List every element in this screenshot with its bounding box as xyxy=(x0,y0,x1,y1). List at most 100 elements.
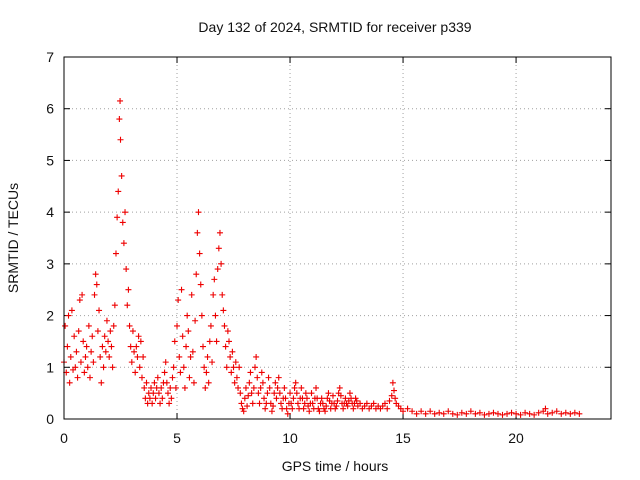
data-point xyxy=(157,400,164,407)
data-point xyxy=(107,328,114,335)
data-point xyxy=(553,408,560,415)
data-point xyxy=(123,266,130,273)
data-point xyxy=(241,395,248,402)
data-point xyxy=(94,328,101,335)
data-point xyxy=(334,397,341,404)
data-point xyxy=(427,408,434,415)
data-point xyxy=(544,410,551,417)
data-point xyxy=(154,374,161,381)
data-point xyxy=(172,384,179,391)
data-point xyxy=(522,409,529,416)
data-point xyxy=(103,317,110,324)
chart-title: Day 132 of 2024, SRMTID for receiver p33… xyxy=(198,19,471,35)
data-point xyxy=(201,364,208,371)
data-point xyxy=(118,172,125,179)
data-point xyxy=(265,374,272,381)
data-point xyxy=(526,410,533,417)
data-point xyxy=(344,403,351,410)
data-point xyxy=(306,408,313,415)
data-point xyxy=(436,409,443,416)
data-point xyxy=(102,348,109,355)
data-point xyxy=(133,343,140,350)
data-point xyxy=(333,403,340,410)
data-point xyxy=(198,312,205,319)
data-point xyxy=(309,400,316,407)
data-point xyxy=(244,403,251,410)
data-point xyxy=(325,390,332,397)
data-point xyxy=(179,333,186,340)
data-point xyxy=(245,392,252,399)
data-point xyxy=(122,209,129,216)
data-point xyxy=(105,338,112,345)
data-point xyxy=(143,379,150,386)
data-point xyxy=(227,353,234,360)
data-point xyxy=(254,374,261,381)
data-point xyxy=(188,291,195,298)
data-point xyxy=(391,387,398,394)
data-point xyxy=(231,379,238,386)
data-point xyxy=(467,408,474,415)
data-point xyxy=(249,400,256,407)
data-point xyxy=(96,307,103,314)
data-point xyxy=(293,390,300,397)
data-point xyxy=(71,333,78,340)
data-point xyxy=(128,359,135,366)
data-point xyxy=(229,348,236,355)
x-tick-label: 0 xyxy=(60,430,68,446)
data-point xyxy=(216,229,223,236)
y-tick-label: 0 xyxy=(46,411,54,427)
data-point xyxy=(137,338,144,345)
data-point xyxy=(275,374,282,381)
data-point xyxy=(76,297,83,304)
data-point xyxy=(277,400,284,407)
data-point xyxy=(62,322,69,329)
data-point xyxy=(276,390,283,397)
data-point xyxy=(384,405,391,412)
data-point xyxy=(138,374,145,381)
data-point xyxy=(485,410,492,417)
data-point xyxy=(110,322,117,329)
data-point xyxy=(228,369,235,376)
data-point xyxy=(132,369,139,376)
data-point xyxy=(119,219,126,226)
y-tick-label: 1 xyxy=(46,359,54,375)
data-point xyxy=(68,307,75,314)
data-point xyxy=(531,411,538,418)
data-point xyxy=(99,343,106,350)
data-point xyxy=(476,409,483,416)
data-point xyxy=(303,395,310,402)
data-point xyxy=(567,410,574,417)
data-point xyxy=(204,353,211,360)
data-point xyxy=(255,390,262,397)
data-point xyxy=(82,353,89,360)
data-point xyxy=(463,410,470,417)
data-point xyxy=(177,369,184,376)
y-tick-label: 4 xyxy=(46,204,54,220)
data-point xyxy=(222,343,229,350)
data-point xyxy=(342,395,349,402)
data-point xyxy=(273,395,280,402)
data-point xyxy=(250,384,257,391)
data-point xyxy=(318,395,325,402)
data-point xyxy=(232,359,239,366)
data-point xyxy=(494,410,501,417)
data-point xyxy=(287,390,294,397)
data-point xyxy=(129,328,136,335)
data-point xyxy=(251,364,258,371)
data-point xyxy=(336,384,343,391)
data-point xyxy=(472,410,479,417)
data-point xyxy=(240,408,247,415)
data-point xyxy=(239,405,246,412)
data-point xyxy=(91,291,98,298)
data-point xyxy=(431,410,438,417)
data-point xyxy=(576,410,583,417)
data-point xyxy=(422,410,429,417)
data-point xyxy=(186,374,193,381)
data-point xyxy=(84,364,91,371)
data-point xyxy=(77,359,84,366)
data-point xyxy=(357,400,364,407)
data-point xyxy=(313,384,320,391)
data-point xyxy=(167,384,174,391)
data-point xyxy=(340,405,347,412)
data-point xyxy=(92,271,99,278)
